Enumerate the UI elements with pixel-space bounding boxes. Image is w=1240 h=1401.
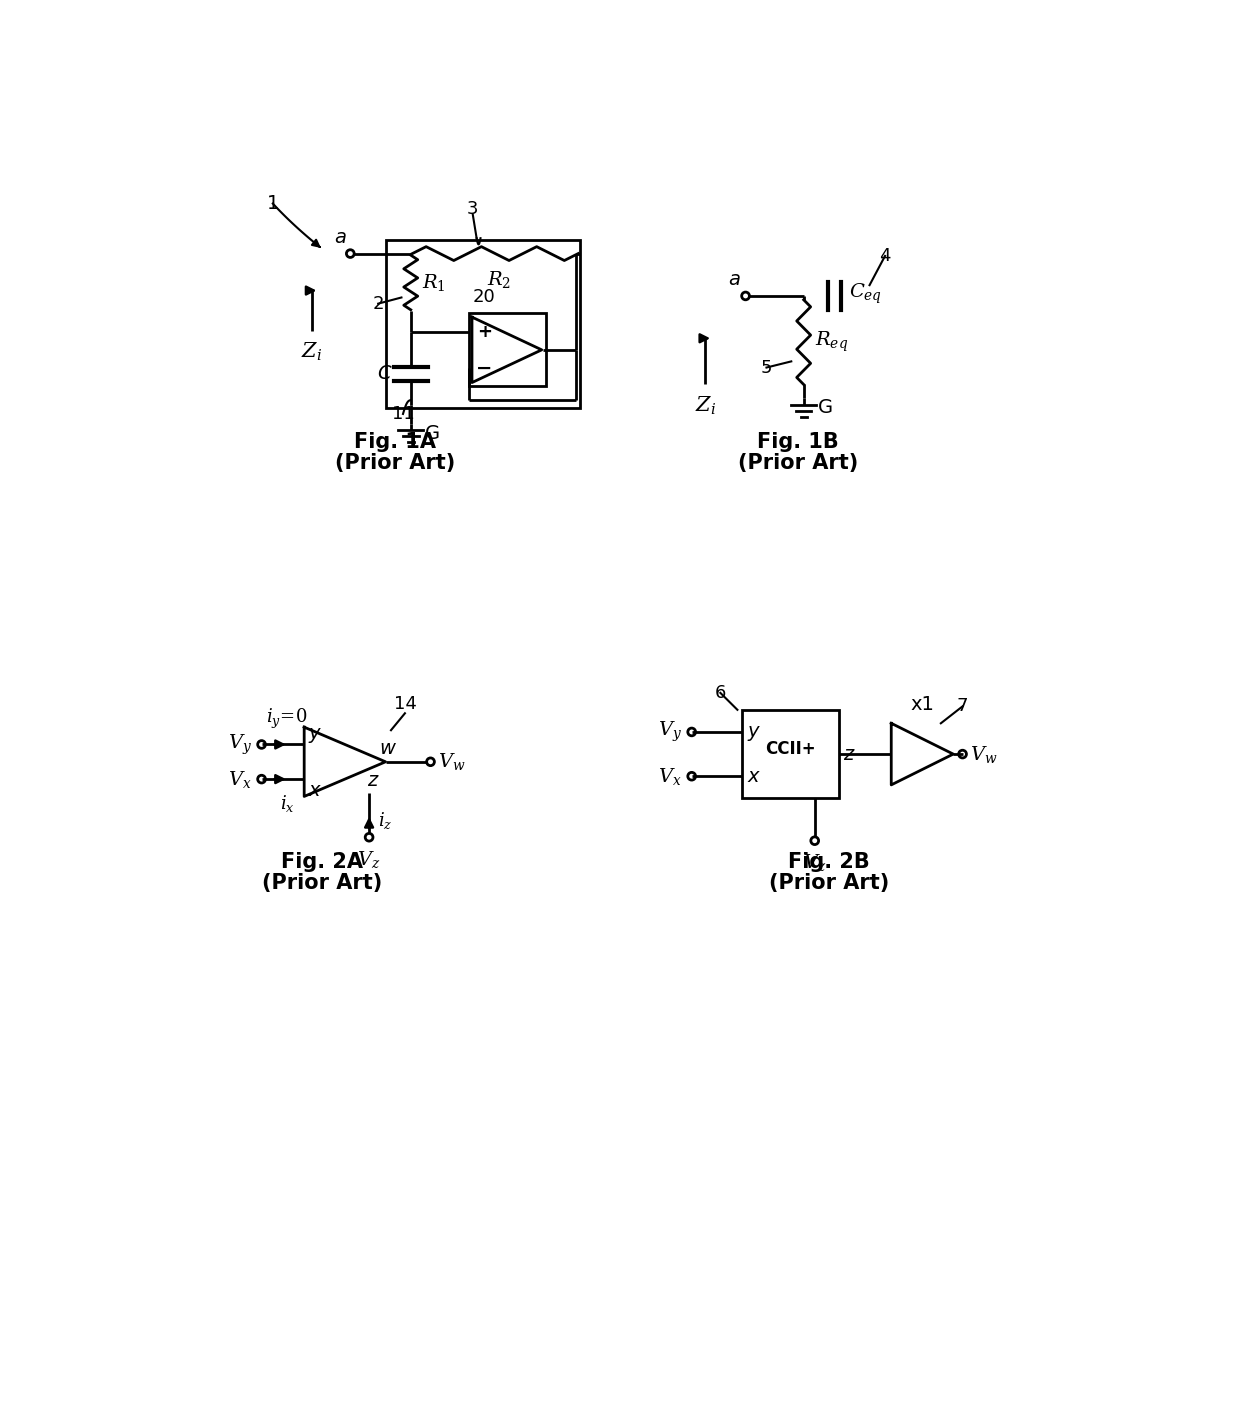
Text: C: C — [378, 364, 391, 384]
Text: z: z — [843, 744, 853, 764]
Text: x1: x1 — [910, 695, 934, 715]
Bar — [742, 710, 839, 799]
Text: $R_{eq}$: $R_{eq}$ — [815, 331, 848, 354]
Text: $V_y$: $V_y$ — [228, 733, 252, 757]
Text: $i_x$: $i_x$ — [280, 793, 294, 814]
Text: +: + — [477, 322, 492, 340]
Text: 1: 1 — [267, 195, 279, 213]
Text: w: w — [379, 738, 396, 758]
Text: 7: 7 — [957, 698, 968, 716]
Text: a: a — [729, 270, 740, 289]
Text: $i_y\!=\!0$: $i_y\!=\!0$ — [267, 706, 308, 730]
Text: $Z_i$: $Z_i$ — [301, 340, 322, 363]
Text: $V_w$: $V_w$ — [438, 751, 466, 772]
Text: $V_z$: $V_z$ — [357, 849, 381, 870]
Text: G: G — [817, 398, 833, 417]
Text: $V_x$: $V_x$ — [658, 766, 682, 787]
Text: 5: 5 — [760, 359, 773, 377]
Text: y: y — [748, 723, 759, 741]
Text: 6: 6 — [714, 684, 727, 702]
Text: Fig. 2A: Fig. 2A — [280, 852, 362, 871]
Text: 2: 2 — [372, 294, 384, 312]
Text: (Prior Art): (Prior Art) — [335, 453, 455, 474]
Text: 20: 20 — [472, 287, 496, 305]
Text: x: x — [309, 780, 320, 800]
Text: $R_1$: $R_1$ — [422, 272, 445, 293]
Text: CCII+: CCII+ — [765, 741, 816, 758]
Text: Fig. 1B: Fig. 1B — [758, 433, 839, 453]
Bar — [469, 314, 547, 387]
Text: y: y — [309, 724, 320, 743]
Bar — [386, 240, 580, 408]
Text: −: − — [476, 359, 492, 378]
Text: Fig. 2B: Fig. 2B — [789, 852, 870, 871]
Text: (Prior Art): (Prior Art) — [262, 873, 382, 892]
Text: Fig. 1A: Fig. 1A — [355, 433, 436, 453]
Text: 11: 11 — [392, 405, 414, 423]
Text: $V_y$: $V_y$ — [657, 720, 682, 744]
Text: $R_2$: $R_2$ — [487, 269, 511, 290]
Text: $i_z$: $i_z$ — [378, 810, 393, 831]
Text: 4: 4 — [879, 247, 890, 265]
Text: z: z — [367, 772, 377, 790]
Text: a: a — [335, 227, 346, 247]
Text: $V_x$: $V_x$ — [228, 769, 252, 790]
Text: 3: 3 — [467, 200, 479, 219]
Text: $C_{eq}$: $C_{eq}$ — [848, 282, 882, 307]
Text: $Z_i$: $Z_i$ — [694, 395, 715, 417]
Text: $V_w$: $V_w$ — [971, 744, 998, 765]
Text: (Prior Art): (Prior Art) — [769, 873, 889, 892]
Text: x: x — [748, 766, 759, 786]
Text: (Prior Art): (Prior Art) — [738, 453, 858, 474]
Text: $V_z$: $V_z$ — [804, 852, 826, 873]
Text: 14: 14 — [393, 695, 417, 713]
Text: G: G — [424, 423, 440, 443]
